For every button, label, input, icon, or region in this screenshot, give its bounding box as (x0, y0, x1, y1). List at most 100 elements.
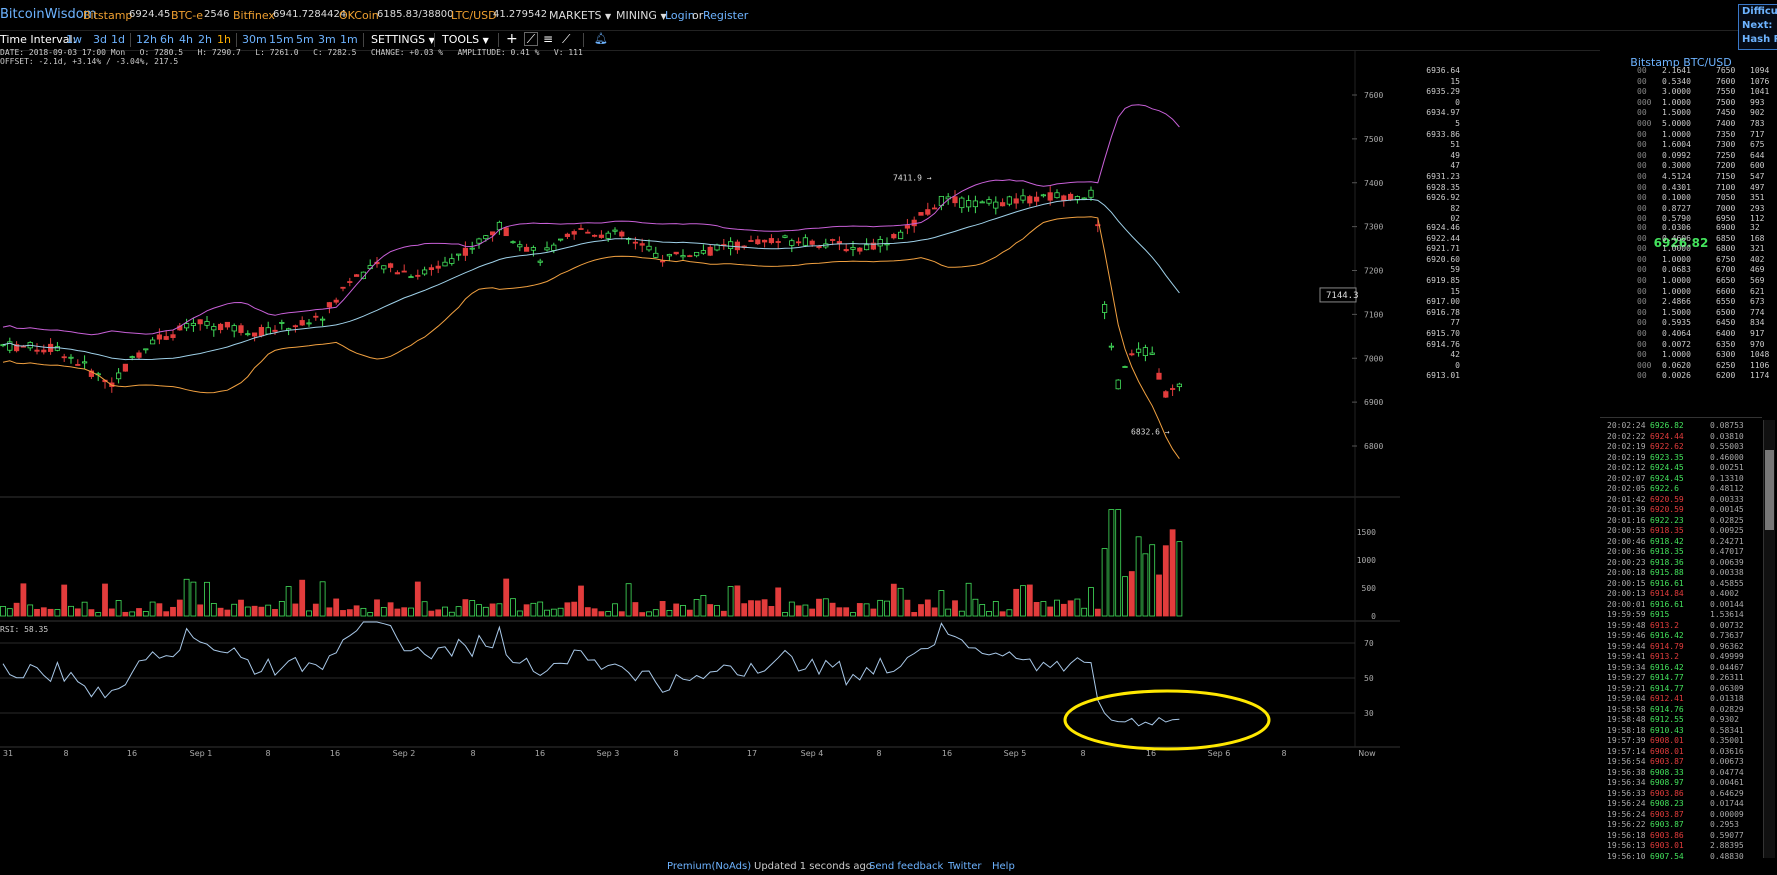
volume-bar (421, 601, 428, 617)
volume-bar (673, 603, 680, 617)
ticker-btce-name[interactable]: BTC-e (171, 9, 204, 22)
fibonacci-icon[interactable]: ⟋ (562, 32, 571, 46)
volume-bar (1013, 588, 1020, 617)
orderbook-cell: 7100 (1716, 182, 1736, 192)
login-link[interactable]: Login (665, 9, 695, 22)
interval-1d[interactable]: 1d (111, 33, 125, 46)
candle-body (265, 327, 271, 335)
candle-body (149, 339, 156, 345)
trade-cell: 6918.35 (1650, 547, 1684, 556)
trendline-icon[interactable]: ⟋ (524, 32, 538, 46)
trade-cell: 19:56:13 (1607, 841, 1646, 850)
price-chart[interactable]: 7600 7500 7400 7300 7200 7100 7000 6900 6800 7144… (0, 50, 1400, 860)
trade-cell: 20:02:24 (1607, 421, 1646, 430)
volume-bar (27, 604, 34, 617)
volume-bar (686, 609, 693, 617)
trade-cell: 6924.44 (1650, 431, 1684, 441)
orderbook-cell: 6926.92 (1426, 193, 1460, 203)
trade-cell: 19:59:46 (1607, 631, 1646, 640)
interval-1w[interactable]: 1w (66, 33, 82, 46)
trade-cell: 0.48112 (1710, 484, 1744, 493)
candle-body (524, 246, 530, 252)
alert-bell-icon[interactable]: 🔔︎ (594, 32, 608, 45)
orderbook-cell: 1.0000 (1662, 350, 1691, 360)
volume-bar (788, 601, 795, 617)
trade-cell: 0.04467 (1710, 662, 1744, 672)
twitter-link[interactable]: Twitter (948, 861, 982, 872)
orderbook-cell: 6922.44 (1426, 233, 1460, 243)
interval-1m[interactable]: 1m (340, 33, 358, 46)
candle-body (224, 321, 230, 328)
orderbook-cell: 00 (1637, 371, 1647, 381)
orderbook-cell: 6850 (1716, 233, 1736, 243)
tools-menu[interactable]: TOOLS ▼ (442, 33, 489, 46)
interval-30m[interactable]: 30m (242, 33, 267, 46)
orderbook-cell: 351 (1750, 193, 1765, 203)
orderbook-cell: 77 (1450, 318, 1460, 328)
trade-cell: 0.00338 (1710, 568, 1744, 577)
volume-series (0, 509, 1183, 617)
interval-4h[interactable]: 4h (179, 33, 193, 46)
candle-body (279, 322, 285, 324)
settings-menu[interactable]: SETTINGS ▼ (371, 33, 435, 46)
ticker-bitfinex-name[interactable]: Bitfinex (233, 9, 275, 22)
volume-bar (102, 583, 108, 617)
bollinger-lower-line (2, 216, 1180, 459)
trade-cell: 19:59:48 (1607, 620, 1646, 630)
trade-cell: 19:56:10 (1607, 851, 1646, 861)
candle-body (782, 235, 788, 238)
orderbook-cell: 00 (1637, 87, 1647, 97)
site-logo[interactable]: BitcoinWisdom (0, 7, 97, 22)
orderbook-cell: 6350 (1716, 339, 1736, 349)
difficulty-box[interactable]: Difficu Next: Hash R (1738, 4, 1777, 50)
markets-menu[interactable]: MARKETS ▼ (549, 9, 612, 22)
mining-menu[interactable]: MINING ▼ (616, 9, 667, 22)
send-feedback-link[interactable]: Send feedback (869, 861, 944, 872)
volume-bar (564, 602, 571, 617)
volume-bar (244, 606, 251, 617)
orderbook-cell: 15 (1450, 76, 1460, 86)
trade-cell: 6903.86 (1650, 830, 1684, 840)
price-tick-label: 7500 (1364, 135, 1383, 144)
divider (363, 33, 364, 47)
horizontal-lines-icon[interactable]: ≡ (543, 32, 554, 46)
candle-body (68, 356, 74, 359)
trade-history-scrollbar[interactable] (1763, 420, 1775, 858)
ticker-ltcusd-name[interactable]: LTC/USD (451, 9, 497, 22)
premium-link[interactable]: Premium(NoAds) (667, 861, 752, 872)
trade-cell: 0.00251 (1710, 463, 1744, 472)
trade-cell: 0.03616 (1710, 746, 1744, 756)
volume-bar (802, 604, 809, 617)
interval-2h[interactable]: 2h (198, 33, 212, 46)
register-link[interactable]: Register (703, 9, 749, 22)
trade-cell: 0.04774 (1710, 767, 1744, 777)
crosshair-icon[interactable]: + (506, 31, 518, 47)
candle-body (251, 332, 258, 337)
candle-body (156, 334, 162, 340)
candle-body (632, 241, 639, 244)
interval-12h[interactable]: 12h (136, 33, 157, 46)
orderbook-cell: 47 (1450, 161, 1460, 171)
orderbook-cell: 5 (1455, 119, 1460, 128)
ticker-okcoin-name[interactable]: OKCoin (339, 9, 379, 22)
trade-cell: 19:58:48 (1607, 715, 1646, 724)
candle-body (319, 318, 326, 321)
ticker-bitstamp-name[interactable]: Bitstamp (83, 9, 133, 22)
interval-5m[interactable]: 5m (296, 33, 314, 46)
volume-bar (88, 609, 95, 617)
volume-bar (918, 604, 924, 617)
volume-bar (272, 609, 278, 617)
interval-1h[interactable]: 1h (217, 33, 231, 46)
interval-3m[interactable]: 3m (318, 33, 336, 46)
volume-bar (666, 609, 673, 617)
candle-body (932, 207, 938, 210)
interval-3d[interactable]: 3d (93, 33, 107, 46)
time-axis-label: Now (1358, 749, 1376, 758)
candle-body (204, 321, 210, 326)
interval-15m[interactable]: 15m (269, 33, 294, 46)
help-link[interactable]: Help (992, 861, 1015, 872)
volume-bar (639, 612, 646, 617)
scrollbar-thumb[interactable] (1765, 450, 1774, 530)
interval-6h[interactable]: 6h (160, 33, 174, 46)
candle-body (1040, 194, 1046, 197)
